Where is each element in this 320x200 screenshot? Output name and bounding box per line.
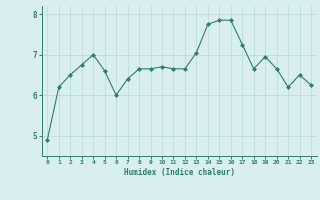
X-axis label: Humidex (Indice chaleur): Humidex (Indice chaleur) [124, 168, 235, 177]
